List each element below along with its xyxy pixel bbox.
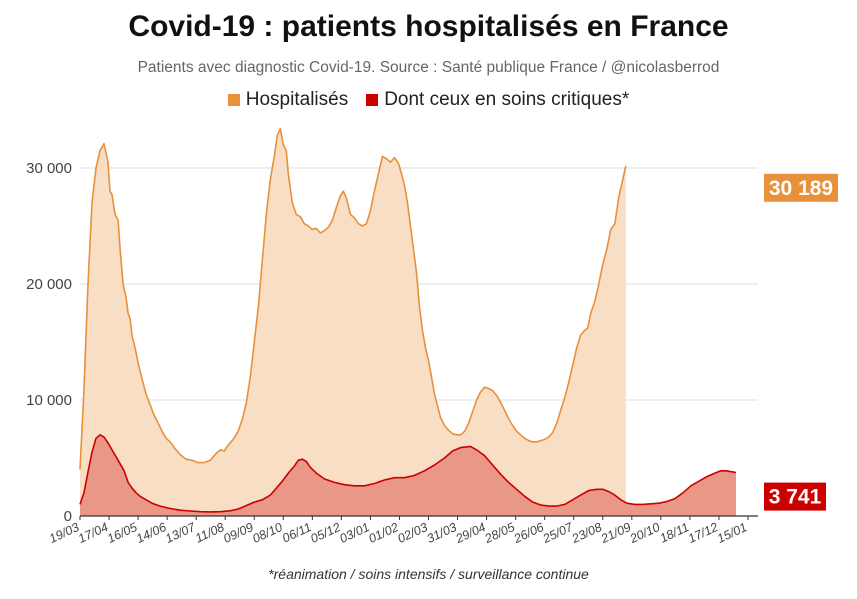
x-axis: 19/0317/0416/0514/0613/0711/0809/0908/10… (47, 515, 758, 546)
series-line-0 (79, 127, 627, 470)
end-labels: 30 189 3 741 (764, 173, 838, 511)
y-tick-label: 0 (64, 508, 72, 525)
legend-label-soins-critiques: Dont ceux en soins critiques* (384, 89, 630, 110)
legend-swatch-soins-critiques (366, 94, 379, 106)
legend-label-hospitalises: Hospitalisés (245, 89, 349, 110)
y-axis: 0 10 000 20 000 30 000 (26, 160, 72, 525)
y-tick-label: 30 000 (26, 160, 72, 177)
y-tick-label: 10 000 (26, 392, 72, 409)
end-label-1: 3 741 (769, 486, 822, 509)
legend-swatch-hospitalises (227, 94, 240, 106)
end-label-0: 30 189 (769, 177, 833, 200)
series-area-0 (80, 128, 626, 516)
y-tick-label: 20 000 (26, 276, 72, 293)
chart-subtitle: Patients avec diagnostic Covid-19. Sourc… (137, 59, 720, 76)
legend-item-soins-critiques: Dont ceux en soins critiques* (366, 89, 629, 111)
series-area-1 (80, 434, 736, 516)
series-line-1 (79, 434, 737, 513)
x-tick-label: 15/01 (715, 520, 749, 546)
chart-legend: Hospitalisés Dont ceux en soins critique… (0, 89, 857, 111)
end-label-box-0 (764, 173, 838, 202)
chart-title: Covid-19 : patients hospitalisés en Fran… (128, 10, 729, 43)
chart-areas (79, 127, 737, 516)
end-label-box-1 (764, 482, 826, 511)
legend-item-hospitalises: Hospitalisés (227, 89, 349, 111)
chart-footnote: *réanimation / soins intensifs / surveil… (268, 566, 589, 582)
